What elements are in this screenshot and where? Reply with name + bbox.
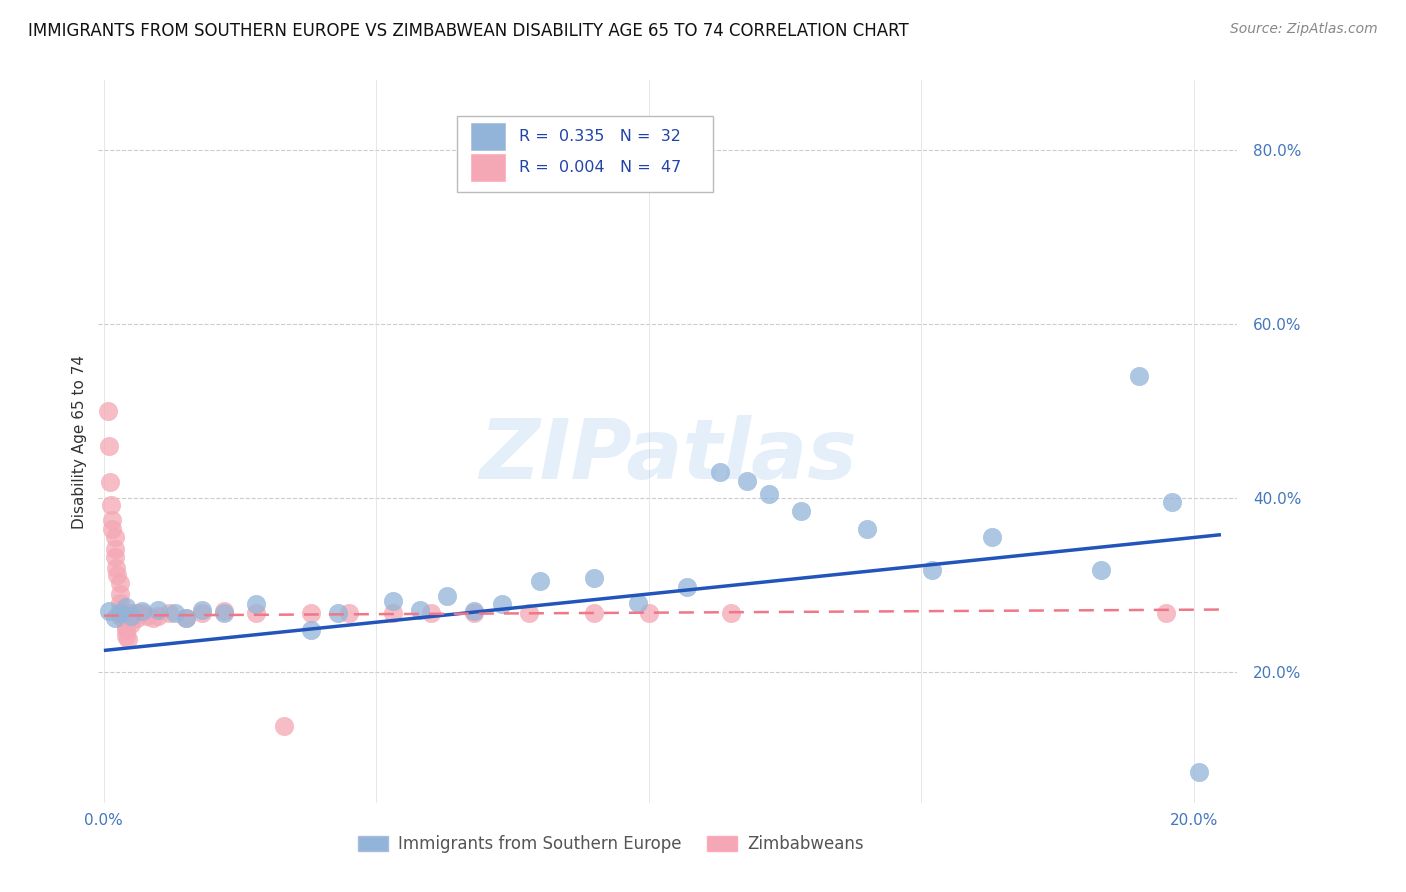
Point xyxy=(981,530,1004,544)
Point xyxy=(381,594,404,608)
Point xyxy=(381,606,404,620)
Point xyxy=(436,589,458,603)
Point xyxy=(120,606,142,620)
Point xyxy=(212,604,235,618)
Point xyxy=(111,611,134,625)
Point xyxy=(212,606,235,620)
Point xyxy=(758,487,780,501)
Point xyxy=(110,602,132,616)
Point xyxy=(98,604,121,618)
Point xyxy=(174,611,197,625)
Point xyxy=(1128,369,1150,384)
Point xyxy=(245,606,267,620)
Text: ZIPatlas: ZIPatlas xyxy=(479,416,856,497)
Point xyxy=(120,613,142,627)
Point xyxy=(409,602,432,616)
Point xyxy=(419,606,441,620)
Point xyxy=(491,597,513,611)
Point xyxy=(855,522,877,536)
Point xyxy=(709,465,731,479)
Point xyxy=(191,606,214,620)
Text: IMMIGRANTS FROM SOUTHERN EUROPE VS ZIMBABWEAN DISABILITY AGE 65 TO 74 CORRELATIO: IMMIGRANTS FROM SOUTHERN EUROPE VS ZIMBA… xyxy=(28,22,908,40)
Point xyxy=(735,474,758,488)
Point xyxy=(790,504,813,518)
Text: R =  0.335   N =  32: R = 0.335 N = 32 xyxy=(519,129,681,145)
Point xyxy=(110,596,132,610)
Point xyxy=(299,624,322,638)
Point xyxy=(110,587,132,601)
Point xyxy=(191,602,214,616)
Point xyxy=(720,606,742,620)
Point xyxy=(120,608,142,623)
Point xyxy=(114,624,136,638)
Point xyxy=(114,599,136,614)
Point xyxy=(676,580,699,594)
Point xyxy=(245,597,267,611)
Point xyxy=(104,530,127,544)
Point xyxy=(529,574,551,588)
Point xyxy=(125,611,148,625)
Point xyxy=(463,604,485,618)
Point xyxy=(1156,606,1178,620)
FancyBboxPatch shape xyxy=(471,154,505,181)
Text: R =  0.004   N =  47: R = 0.004 N = 47 xyxy=(519,161,681,175)
Point xyxy=(273,719,295,733)
Point xyxy=(97,404,120,418)
Point xyxy=(1090,562,1112,576)
Point xyxy=(163,606,186,620)
Legend: Immigrants from Southern Europe, Zimbabweans: Immigrants from Southern Europe, Zimbabw… xyxy=(352,828,870,860)
Point xyxy=(921,562,943,576)
Point xyxy=(110,608,132,623)
Point xyxy=(627,596,650,610)
Point xyxy=(637,606,659,620)
Point xyxy=(299,606,322,620)
Point xyxy=(131,604,153,618)
Point xyxy=(148,608,170,623)
Point xyxy=(583,606,606,620)
Point xyxy=(104,550,127,565)
Point xyxy=(136,608,159,623)
Point xyxy=(100,498,122,512)
Point xyxy=(1188,765,1211,780)
Point xyxy=(101,522,124,536)
Point xyxy=(517,606,540,620)
FancyBboxPatch shape xyxy=(471,123,505,151)
Point xyxy=(131,606,153,620)
Point xyxy=(120,617,142,632)
Point xyxy=(117,632,139,647)
Point xyxy=(104,611,127,625)
Point xyxy=(328,606,350,620)
Point xyxy=(142,611,165,625)
Point xyxy=(100,475,122,490)
Point xyxy=(114,620,136,634)
Point xyxy=(107,567,129,582)
Point xyxy=(174,611,197,625)
Point xyxy=(104,541,127,556)
Point xyxy=(337,606,360,620)
Point xyxy=(583,571,606,585)
Text: Source: ZipAtlas.com: Source: ZipAtlas.com xyxy=(1230,22,1378,37)
Point xyxy=(110,576,132,591)
Point xyxy=(148,602,170,616)
Y-axis label: Disability Age 65 to 74: Disability Age 65 to 74 xyxy=(72,354,87,529)
Point xyxy=(157,606,180,620)
FancyBboxPatch shape xyxy=(457,117,713,193)
Point xyxy=(98,439,121,453)
Point xyxy=(125,606,148,620)
Point xyxy=(114,629,136,643)
Point xyxy=(463,606,485,620)
Point xyxy=(101,513,124,527)
Point xyxy=(104,561,127,575)
Point xyxy=(110,606,132,620)
Point xyxy=(114,615,136,629)
Point xyxy=(1160,495,1182,509)
